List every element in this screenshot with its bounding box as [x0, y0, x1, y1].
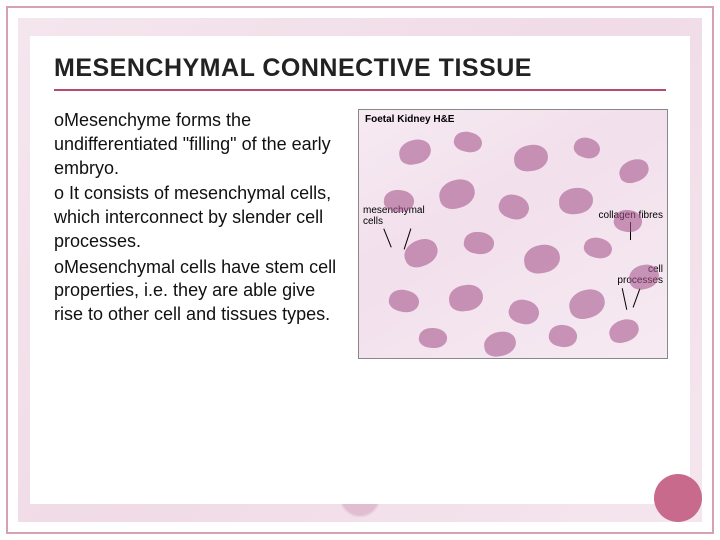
- figure-caption-top: Foetal Kidney H&E: [365, 114, 454, 125]
- pointer-line: [622, 288, 628, 310]
- histology-cell: [397, 137, 433, 167]
- bullet-item: oMesenchymal cells have stem cell proper…: [54, 256, 344, 327]
- corner-decor-circle: [654, 474, 702, 522]
- slide-title: MESENCHYMAL CONNECTIVE TISSUE: [54, 54, 666, 83]
- pointer-line: [383, 229, 391, 248]
- histology-cell: [436, 176, 478, 212]
- bullet-text: Mesenchymal cells have stem cell propert…: [54, 257, 336, 325]
- histology-cell: [571, 134, 602, 162]
- histology-figure: Foetal Kidney H&E mesenchymalcells colla…: [358, 109, 668, 359]
- histology-cell: [496, 190, 533, 223]
- histology-cell: [418, 327, 448, 350]
- pointer-line: [633, 288, 641, 307]
- bullet-mark: o: [54, 257, 64, 277]
- bullet-text: Mesenchyme forms the undifferentiated "f…: [54, 110, 331, 178]
- title-underline: [54, 89, 666, 91]
- bullet-text: It consists of mesenchymal cells, which …: [54, 183, 331, 251]
- histology-cell: [482, 329, 518, 358]
- histology-cell: [387, 287, 421, 316]
- histology-cell: [506, 296, 542, 328]
- histology-cell: [547, 322, 579, 349]
- body-row: oMesenchyme forms the undifferentiated "…: [54, 109, 666, 359]
- bullet-mark: o: [54, 110, 64, 130]
- histology-cell: [462, 230, 495, 257]
- histology-cell: [522, 243, 562, 276]
- bullet-item: oMesenchyme forms the undifferentiated "…: [54, 109, 344, 180]
- histology-cell: [582, 235, 614, 262]
- histology-cell: [558, 187, 594, 215]
- histology-cell: [448, 283, 485, 312]
- histology-cell: [452, 129, 484, 156]
- figure-column: Foetal Kidney H&E mesenchymalcells colla…: [358, 109, 668, 359]
- content-panel: MESENCHYMAL CONNECTIVE TISSUE oMesenchym…: [30, 36, 690, 504]
- histology-cell: [607, 316, 642, 345]
- bullet-item: o It consists of mesenchymal cells, whic…: [54, 182, 344, 253]
- histology-cell: [513, 143, 550, 172]
- histology-cell: [566, 286, 608, 322]
- bullet-mark: o: [54, 183, 64, 203]
- histology-cell: [616, 156, 651, 186]
- slide-frame: MESENCHYMAL CONNECTIVE TISSUE oMesenchym…: [6, 6, 714, 534]
- text-column: oMesenchyme forms the undifferentiated "…: [54, 109, 344, 359]
